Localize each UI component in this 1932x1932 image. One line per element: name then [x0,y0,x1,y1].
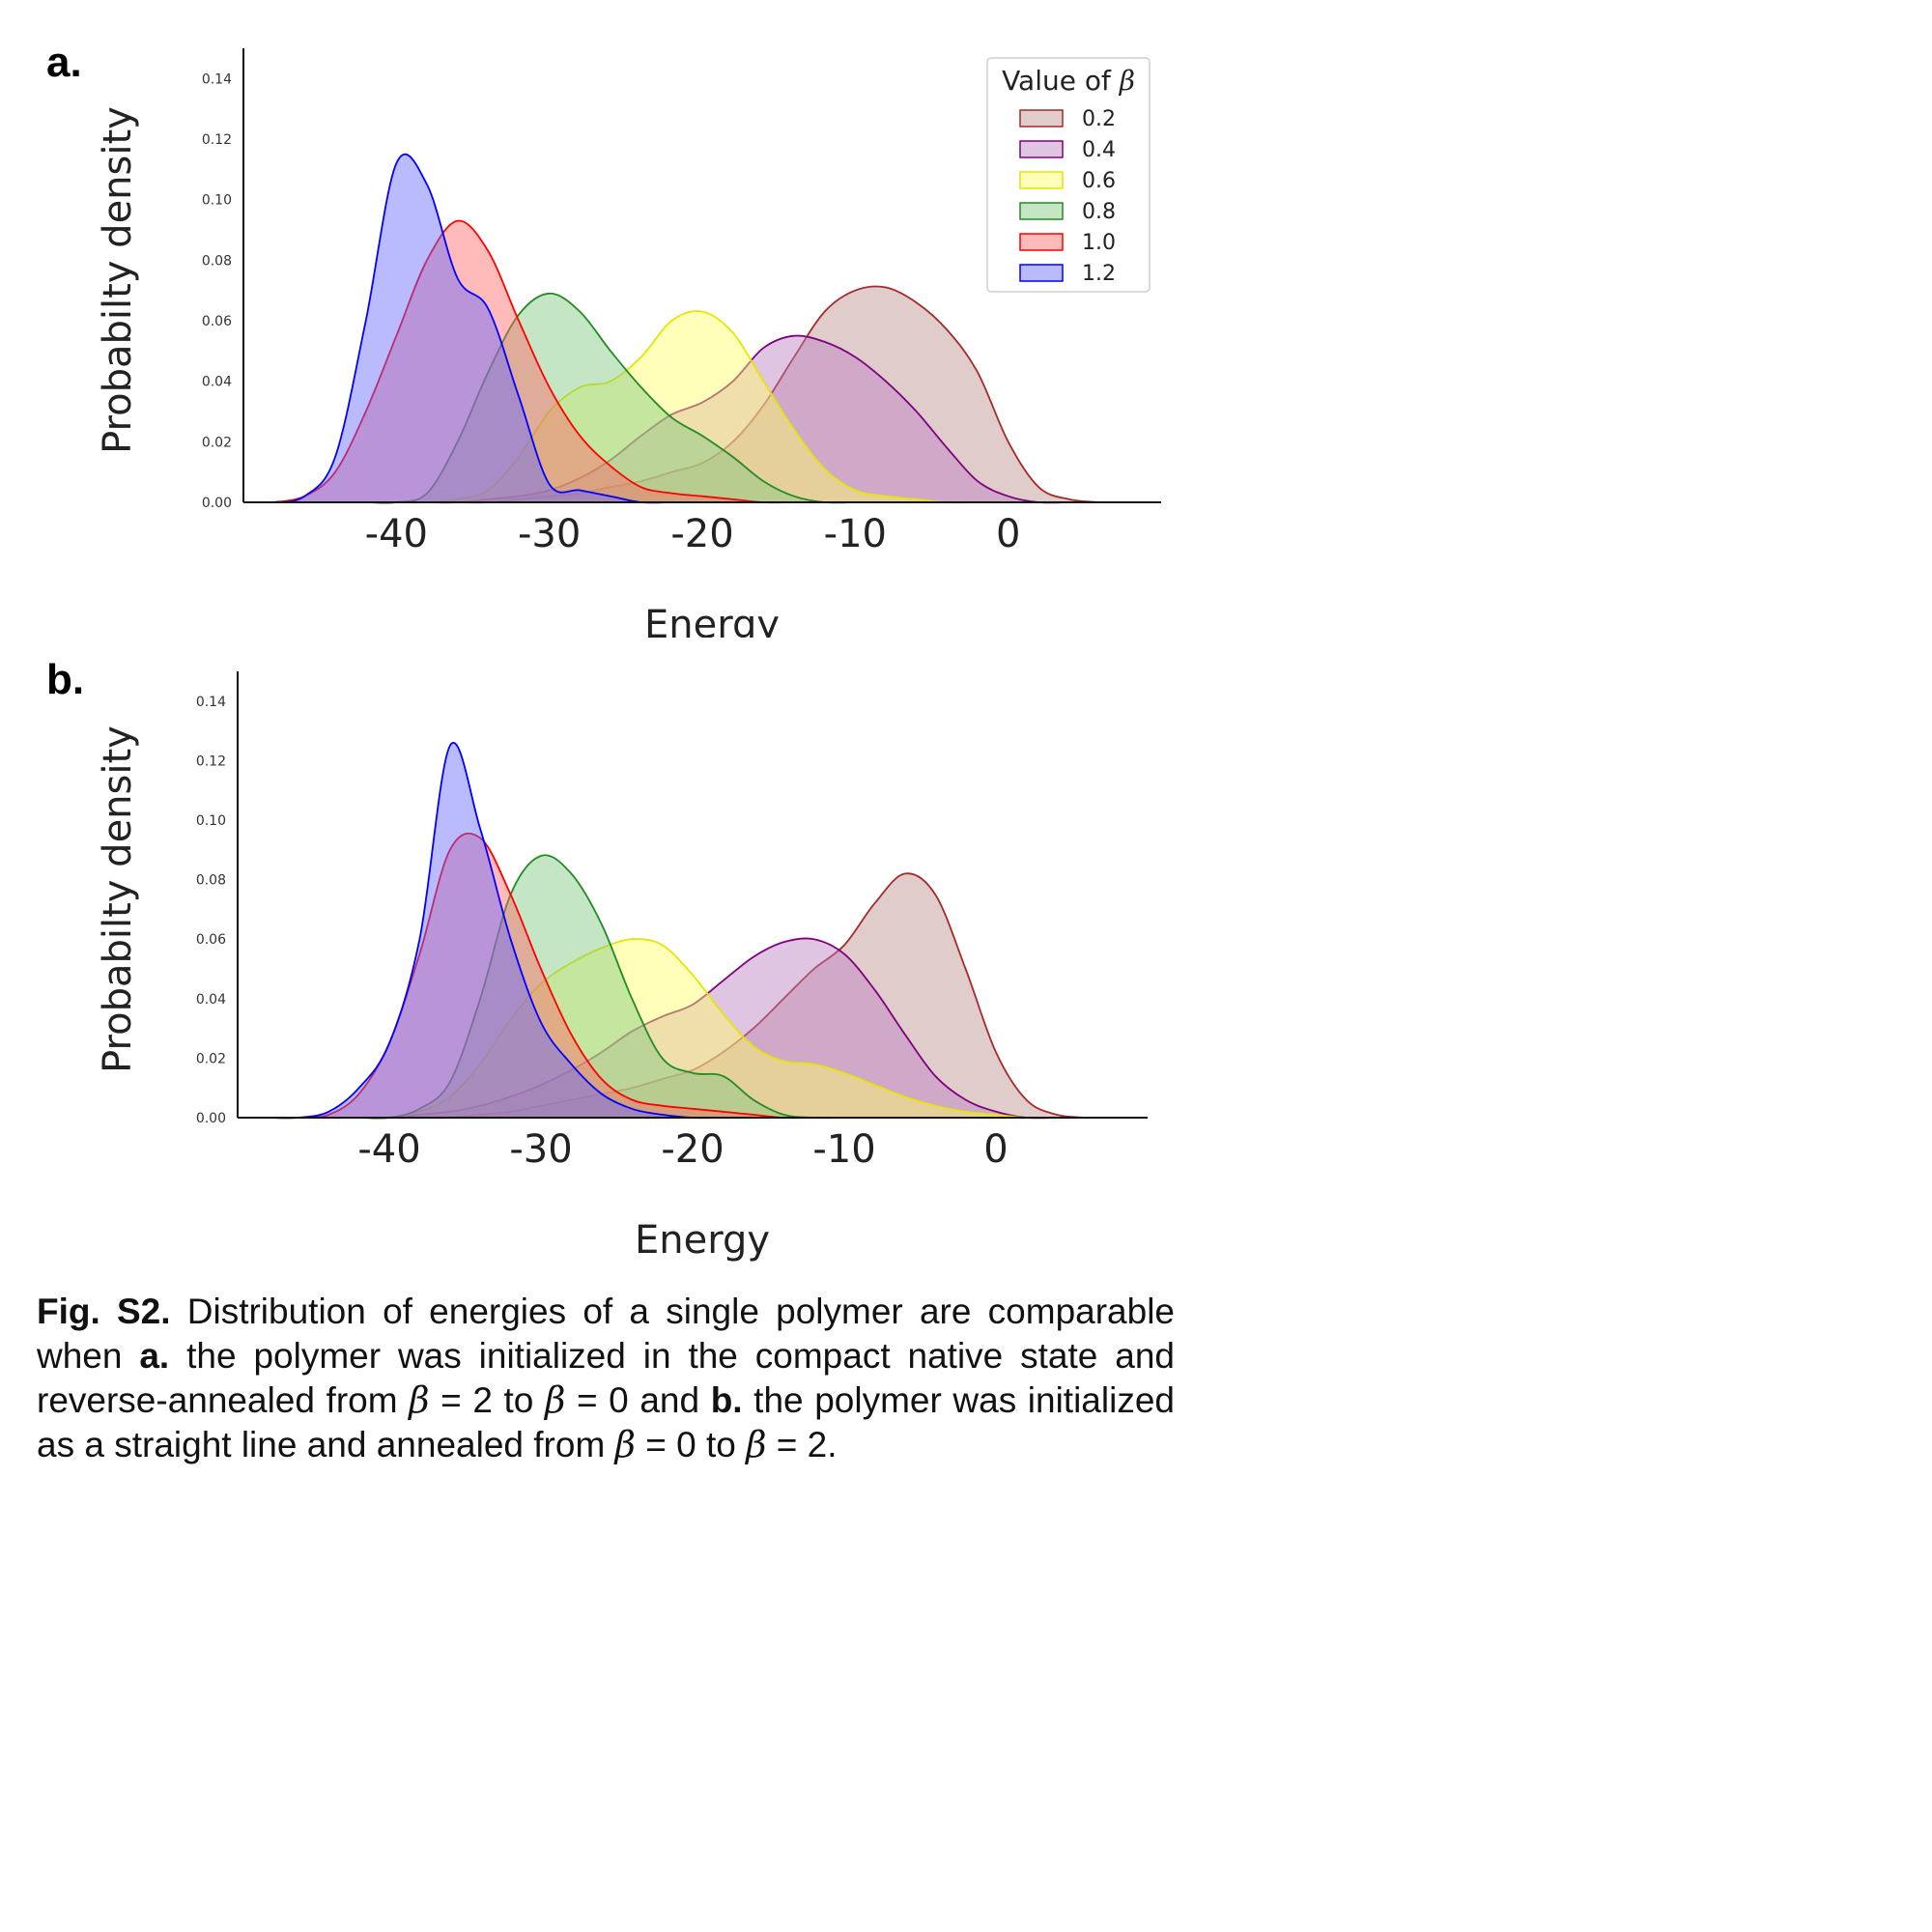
y-tick-label: 0.02 [196,1051,226,1066]
y-tick-label: 0.04 [196,992,226,1008]
caption-panel-b-ref: b. [710,1380,743,1420]
y-tick-label: 0.00 [202,496,232,511]
series-area-1.0 [273,220,1100,503]
caption-text: Distribution of energies of a single pol… [37,1292,1175,1376]
series-area-1.2 [273,154,1100,503]
legend-swatch-0.2 [1019,109,1064,128]
x-axis-label: Energy [635,1218,770,1263]
y-axis-label: Probabilty density [96,106,140,454]
x-tick-label: 0 [983,1127,1008,1172]
series-area-0.2 [273,286,1100,503]
series-line-0.6 [268,938,1088,1120]
figure-caption: Fig. S2. Distribution of energies of a s… [37,1290,1175,1467]
caption-text: = 0 to [635,1425,747,1464]
caption-beta-symbol: β [544,1379,566,1421]
caption-panel-a-ref: a. [139,1336,170,1376]
series-area-0.2 [268,873,1088,1119]
panel-a: a. 0.00 0.02 0.04 0.06 0.08 0.10 0.12 0.14 -40 -3… [0,0,1188,638]
series-area-1.2 [268,742,1088,1119]
y-tick-label: 0.06 [196,932,226,948]
series-area-0.8 [268,855,1088,1119]
series-area-0.6 [268,939,1088,1119]
legend-label-1.0: 1.0 [1082,231,1116,255]
y-tick-label: 0.02 [202,435,232,450]
caption-beta-symbol: β [746,1424,767,1465]
density-chart-a: 0.00 0.02 0.04 0.06 0.08 0.10 0.12 0.14 -40 -30 -2… [96,48,1161,638]
x-tick-label: -40 [357,1127,420,1172]
x-tick-label: 0 [996,512,1020,556]
x-tick-label: -30 [509,1127,572,1172]
panel-letter: b. [46,656,85,703]
y-tick-label: 0.14 [202,71,232,87]
caption-text: = 2 to [429,1380,545,1420]
y-tick-label: 0.10 [202,193,232,209]
y-tick-label: 0.12 [196,753,226,769]
y-axis-label: Probabilty density [96,725,140,1073]
legend: Value of β 0.2 0.4 0.6 0.8 1.0 1.2 [986,57,1151,293]
x-tick-label: -20 [670,512,733,556]
caption-text: = 2. [766,1425,838,1464]
x-tick-label: -40 [365,512,428,556]
caption-beta-symbol: β [614,1424,636,1465]
legend-swatch-0.6 [1019,171,1064,189]
x-axis-label: Energy [644,603,780,638]
y-tick-label: 0.06 [202,314,232,329]
y-tick-label: 0.04 [202,375,232,390]
y-tick-label: 0.14 [196,695,226,710]
x-tick-label: -20 [661,1127,724,1172]
caption-lead: Fig. S2. [37,1292,171,1331]
legend-swatch-1.2 [1019,264,1064,282]
legend-swatch-0.8 [1019,202,1064,220]
legend-label-0.4: 0.4 [1082,138,1116,162]
caption-text: the polymer was initialized as a straigh… [37,1380,1175,1464]
caption-text: the polymer was initialized in the compa… [37,1336,1175,1420]
series-area-1.0 [268,833,1088,1119]
legend-title: Value of β [1002,65,1135,97]
density-chart-b: 0.00 0.02 0.04 0.06 0.08 0.10 0.12 0.14 -40 -30 -2… [96,671,1148,1263]
series-area-0.4 [268,938,1088,1119]
legend-label-0.2: 0.2 [1082,107,1116,131]
y-tick-label: 0.08 [202,253,232,269]
panel-letter: a. [46,39,82,86]
legend-label-0.8: 0.8 [1082,200,1116,224]
y-tick-label: 0.08 [196,873,226,889]
legend-swatch-0.4 [1019,140,1064,158]
legend-swatch-1.0 [1019,233,1064,251]
series-area-0.6 [273,311,1100,503]
series-area-0.4 [273,335,1100,503]
legend-label-1.2: 1.2 [1082,262,1116,286]
caption-text: = 0 and [565,1380,711,1420]
x-tick-label: -10 [812,1127,875,1172]
x-tick-label: -30 [518,512,581,556]
series-area-0.8 [273,293,1100,503]
caption-beta-symbol: β [409,1379,430,1421]
panel-b: b. 0.00 0.02 0.04 0.06 0.08 0.10 0.12 0.14 -40 -3… [0,613,1188,1270]
y-tick-label: 0.12 [202,132,232,148]
legend-label-0.6: 0.6 [1082,169,1116,193]
y-tick-label: 0.10 [196,813,226,829]
y-tick-label: 0.00 [196,1111,226,1126]
x-tick-label: -10 [824,512,887,556]
